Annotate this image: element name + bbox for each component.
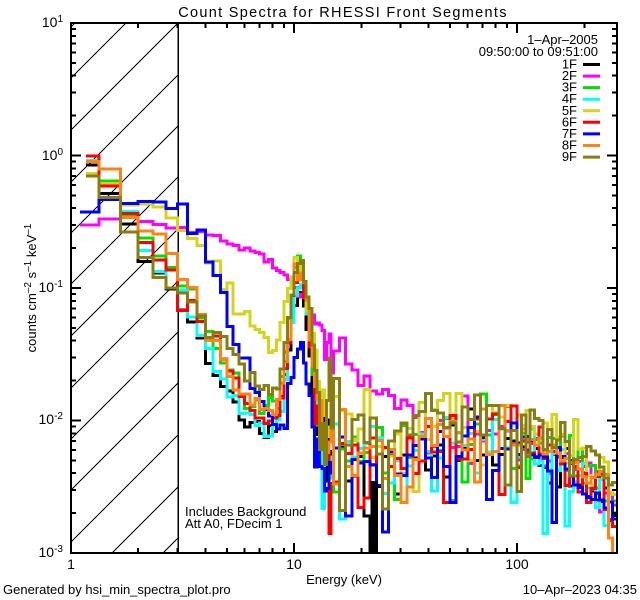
svg-text:Includes Background: Includes Background <box>185 504 306 519</box>
svg-text:1–Apr–2005: 1–Apr–2005 <box>527 32 598 47</box>
svg-text:Energy (keV): Energy (keV) <box>306 572 382 587</box>
svg-text:counts cm–2 s–1 keV–1: counts cm–2 s–1 keV–1 <box>23 223 39 352</box>
svg-text:2F: 2F <box>562 68 577 83</box>
svg-text:09:50:00 to 09:51:00: 09:50:00 to 09:51:00 <box>479 44 598 59</box>
svg-text:3F: 3F <box>562 80 577 95</box>
svg-text:4F: 4F <box>562 91 577 106</box>
svg-text:9F: 9F <box>562 149 577 164</box>
svg-text:Generated by hsi_min_spectra_p: Generated by hsi_min_spectra_plot.pro <box>3 582 231 597</box>
svg-text:1: 1 <box>67 556 75 572</box>
svg-text:10: 10 <box>286 556 302 572</box>
svg-text:Att A0, FDecim 1: Att A0, FDecim 1 <box>185 516 283 531</box>
svg-text:10–Apr–2023 04:35: 10–Apr–2023 04:35 <box>523 582 637 597</box>
svg-text:Count Spectra for RHESSI Front: Count Spectra for RHESSI Front Segments <box>178 5 508 21</box>
svg-text:8F: 8F <box>562 138 577 153</box>
svg-text:5F: 5F <box>562 103 577 118</box>
svg-text:100: 100 <box>505 556 529 572</box>
svg-text:7F: 7F <box>562 126 577 141</box>
svg-text:1F: 1F <box>562 57 577 72</box>
svg-text:6F: 6F <box>562 114 577 129</box>
